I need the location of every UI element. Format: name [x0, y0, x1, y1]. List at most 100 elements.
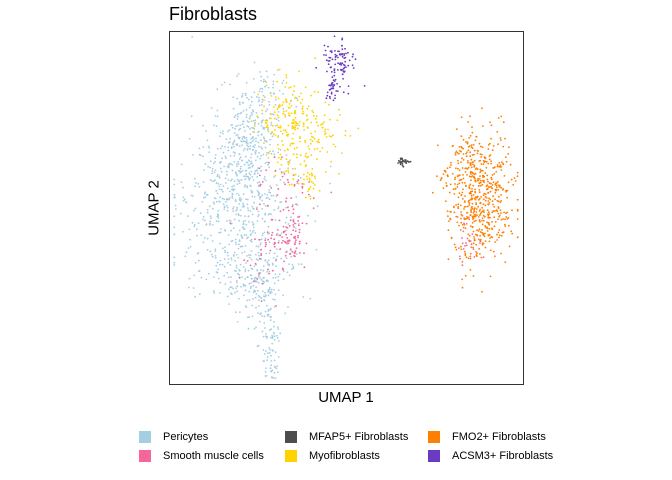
point-myofibroblasts	[270, 113, 272, 116]
point-pericytes	[217, 147, 219, 150]
legend-swatch	[285, 450, 297, 462]
point-pericytes	[267, 233, 269, 235]
point-myofibroblasts	[291, 94, 294, 96]
point-fmo2-fibroblasts	[490, 137, 492, 140]
point-pericytes	[240, 179, 243, 181]
point-fmo2-fibroblasts	[474, 168, 477, 171]
point-fmo2-fibroblasts	[488, 155, 491, 158]
point-myofibroblasts	[274, 174, 277, 177]
point-pericytes	[243, 294, 245, 297]
point-fmo2-fibroblasts	[475, 202, 478, 204]
point-myofibroblasts	[283, 149, 286, 152]
point-pericytes	[263, 78, 265, 81]
point-fmo2-fibroblasts	[454, 246, 457, 249]
point-pericytes	[276, 69, 279, 71]
point-fmo2-fibroblasts	[478, 189, 481, 191]
point-pericytes	[296, 253, 298, 255]
point-pericytes	[267, 291, 269, 293]
point-fmo2-fibroblasts	[460, 161, 462, 164]
point-pericytes	[273, 325, 275, 328]
point-pericytes	[257, 116, 259, 119]
point-pericytes	[271, 369, 274, 372]
point-pericytes	[258, 299, 260, 302]
point-fmo2-fibroblasts	[458, 152, 460, 155]
point-fmo2-fibroblasts	[472, 211, 475, 214]
point-pericytes	[241, 237, 244, 240]
point-pericytes	[224, 251, 227, 254]
point-fmo2-fibroblasts	[484, 246, 487, 249]
point-myofibroblasts	[291, 142, 293, 145]
point-myofibroblasts	[277, 143, 279, 146]
point-pericytes	[265, 333, 267, 335]
point-fmo2-fibroblasts	[477, 177, 479, 180]
point-myofibroblasts	[287, 171, 290, 174]
point-pericytes	[209, 215, 212, 218]
point-pericytes	[226, 206, 229, 209]
point-fmo2-fibroblasts	[458, 169, 461, 172]
point-fmo2-fibroblasts	[485, 160, 488, 163]
point-pericytes	[249, 166, 252, 169]
point-myofibroblasts	[285, 158, 288, 161]
point-pericytes	[239, 124, 242, 127]
point-pericytes	[269, 138, 272, 141]
point-fmo2-fibroblasts	[499, 137, 502, 139]
point-myofibroblasts	[287, 133, 290, 136]
point-pericytes	[235, 173, 238, 176]
point-fmo2-fibroblasts	[459, 174, 461, 177]
point-pericytes	[214, 250, 217, 252]
point-fmo2-fibroblasts	[461, 278, 464, 281]
point-pericytes	[216, 213, 219, 216]
point-pericytes	[239, 156, 242, 159]
point-myofibroblasts	[299, 137, 301, 140]
point-pericytes	[265, 367, 267, 369]
point-pericytes	[230, 259, 233, 261]
point-fmo2-fibroblasts	[505, 190, 507, 193]
point-myofibroblasts	[323, 114, 326, 117]
point-fmo2-fibroblasts	[514, 180, 517, 182]
point-acsm3-fibroblasts	[341, 44, 343, 47]
point-fmo2-fibroblasts	[480, 179, 482, 182]
point-pericytes	[290, 255, 293, 258]
point-myofibroblasts	[311, 174, 313, 177]
point-pericytes	[244, 130, 246, 132]
point-myofibroblasts	[277, 161, 279, 164]
point-pericytes	[268, 352, 271, 354]
point-fmo2-fibroblasts	[477, 150, 480, 152]
point-pericytes	[251, 304, 254, 307]
point-fmo2-fibroblasts	[459, 229, 462, 231]
point-smooth-muscle-cells	[297, 224, 300, 227]
point-fmo2-fibroblasts	[494, 255, 496, 258]
point-acsm3-fibroblasts	[343, 70, 346, 73]
point-smooth-muscle-cells	[294, 230, 297, 233]
point-fmo2-fibroblasts	[475, 196, 477, 199]
point-smooth-muscle-cells	[469, 240, 472, 242]
point-myofibroblasts	[256, 115, 259, 118]
point-smooth-muscle-cells	[312, 197, 315, 200]
point-pericytes	[238, 101, 241, 104]
point-pericytes	[245, 116, 248, 119]
point-fmo2-fibroblasts	[480, 196, 482, 198]
point-pericytes	[182, 199, 185, 202]
point-myofibroblasts	[288, 106, 291, 109]
point-fmo2-fibroblasts	[448, 191, 451, 194]
point-fmo2-fibroblasts	[478, 197, 481, 200]
point-pericytes	[258, 254, 260, 257]
point-pericytes	[227, 258, 230, 260]
legend-label: Pericytes	[163, 431, 209, 443]
point-pericytes	[257, 215, 259, 218]
point-fmo2-fibroblasts	[473, 239, 476, 242]
point-smooth-muscle-cells	[464, 245, 466, 247]
point-pericytes	[247, 177, 250, 180]
point-pericytes	[173, 197, 176, 199]
point-acsm3-fibroblasts	[334, 53, 337, 56]
point-pericytes	[183, 198, 186, 201]
point-pericytes	[232, 189, 235, 192]
point-pericytes	[191, 36, 194, 38]
point-fmo2-fibroblasts	[490, 124, 493, 127]
point-myofibroblasts	[311, 167, 314, 170]
point-smooth-muscle-cells	[296, 180, 299, 183]
point-acsm3-fibroblasts	[329, 56, 332, 59]
point-fmo2-fibroblasts	[467, 233, 470, 236]
point-fmo2-fibroblasts	[480, 211, 483, 214]
point-pericytes	[291, 263, 294, 266]
